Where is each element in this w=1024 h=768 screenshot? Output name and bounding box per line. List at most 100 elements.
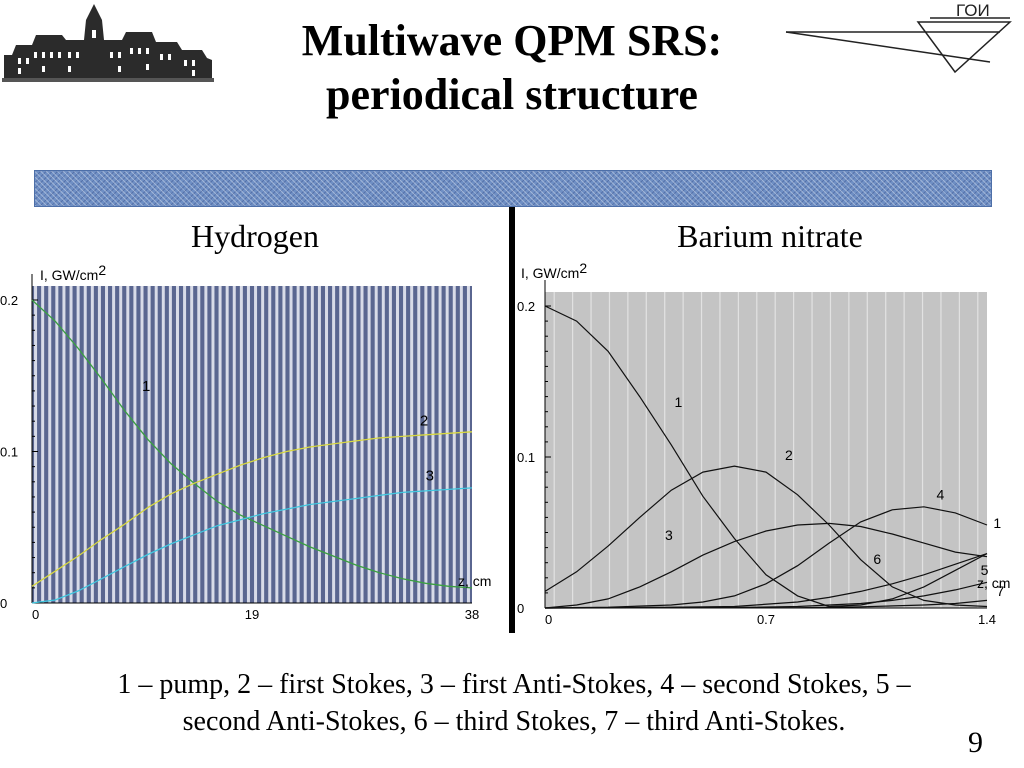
title-line-1: Multiwave QPM SRS: [301,16,723,65]
series-line-4 [544,506,988,609]
stripe [737,292,739,608]
stripe [903,292,905,608]
stripe [346,286,350,603]
stripe [133,286,137,603]
stripe [289,286,293,603]
stripe [310,286,314,603]
curve-label-1: 1 [674,394,682,410]
stripe [246,286,250,603]
x-axis-label: z, cm [458,573,491,589]
stripe [76,286,80,603]
stripe [239,286,243,603]
curve-label-1: 1 [993,515,1001,531]
series-line-6 [544,553,988,609]
curve-labels: 1 2 3 4 5 6 1 7 [665,394,1005,599]
series-line-3 [544,522,988,609]
stripe [232,286,236,603]
stripe [211,286,215,603]
stripe [282,286,286,603]
stripe [700,292,703,608]
stripe [958,292,960,608]
stripe [374,286,378,603]
stripe [275,286,279,603]
stripe [360,286,364,603]
y-axis-label: I, GW/cm2 [521,260,587,281]
stripe [154,286,158,603]
caption-line-1: 1 – pump, 2 – first Stokes, 3 – first An… [117,669,911,700]
curve-label-4: 4 [936,486,944,502]
curve-label-6: 6 [873,551,881,567]
x-tick-label: 0 [545,612,552,627]
curve-label-2: 2 [785,447,793,463]
stripe [105,286,109,603]
stripe [645,292,647,608]
stripe [34,286,38,603]
x-tick-label: 38 [465,607,479,622]
slide-title: Multiwave QPM SRS: periodical structure [200,14,824,122]
stripe [608,292,611,608]
goi-logo-icon: ГОИ [785,1,1012,74]
stripe [590,292,592,608]
stripe [811,292,813,608]
series-line-3 [31,487,473,604]
stripe [367,286,371,603]
stripe [424,286,428,603]
tick-labels: 0 0.7 1.4 0 0.1 0.2 [517,299,996,627]
series-line-1 [544,305,988,608]
stripe [403,286,407,603]
title-line-2: periodical structure [326,70,698,119]
series-line-1 [31,299,473,589]
logo-right-text: ГОИ [956,1,990,20]
series-line-2 [31,431,473,587]
stripe [41,286,45,603]
stripe [147,286,151,603]
stripe [225,286,229,603]
stripe [353,286,357,603]
stripe [296,286,300,603]
stripe [756,292,758,608]
periodic-structure-stripes [553,292,979,608]
series-line-7 [544,599,988,609]
stripe [445,286,449,603]
decorative-band [34,170,992,207]
y-tick-label: 0.1 [0,445,18,460]
stripe [977,292,979,608]
stripe [410,286,414,603]
panel-divider [509,207,515,633]
curve-label-7: 7 [996,583,1004,599]
stripe [417,286,421,603]
hydrogen-chart: 1 2 3 I, GW/cm2 z, cm 0 19 38 0 0.1 0.2 [0,262,491,622]
figure-caption: 1 – pump, 2 – first Stokes, 3 – first An… [14,666,1014,740]
stripe [183,286,187,603]
stripe [395,286,399,603]
y-axis-label: I, GW/cm2 [40,262,106,283]
stripe [774,292,776,608]
stripe [466,286,470,603]
stripe [848,292,850,608]
page-number: 9 [968,726,983,759]
stripe [793,292,795,608]
stripe [161,286,165,603]
stripe [83,286,87,603]
stripe [97,286,101,603]
building-logo-icon [2,0,214,82]
series-lines [31,299,473,604]
y-tick-label: 0 [517,601,524,616]
stripe [921,292,924,608]
stripe [431,286,435,603]
stripe [940,292,942,608]
stripe [438,286,442,603]
stripe [204,286,208,603]
axes [31,274,472,604]
x-tick-label: 0 [32,607,39,622]
stripe [261,286,265,603]
stripe [48,286,52,603]
stripe [303,286,307,603]
stripe [112,286,116,603]
stripe [175,286,179,603]
x-tick-label: 19 [245,607,259,622]
stripe [254,286,258,603]
curve-label-3: 3 [665,527,673,543]
y-tick-label: 0 [0,596,7,611]
stripe [90,286,94,603]
